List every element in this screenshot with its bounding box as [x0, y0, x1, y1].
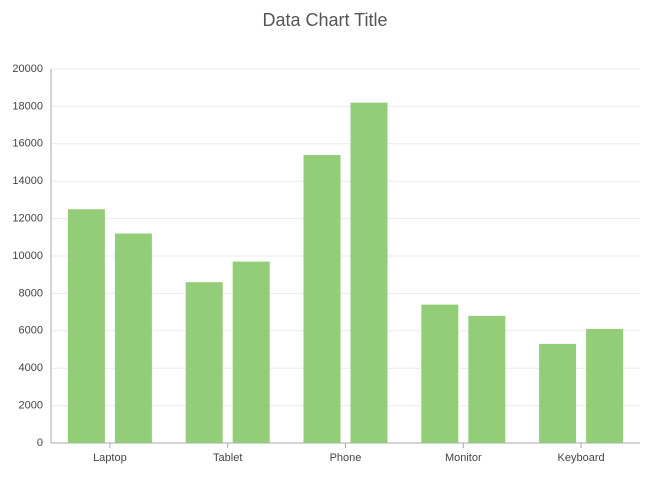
bar [114, 233, 152, 443]
bar [67, 209, 105, 443]
bar [185, 282, 223, 443]
bar [232, 261, 270, 443]
y-tick-label: 0 [37, 437, 43, 449]
y-tick-label: 16000 [12, 138, 43, 150]
y-tick-label: 4000 [19, 362, 43, 374]
bar [421, 304, 459, 443]
y-tick-label: 10000 [12, 250, 43, 262]
y-tick-label: 2000 [19, 400, 43, 412]
chart-title: Data Chart Title [262, 10, 387, 30]
y-tick-label: 6000 [19, 325, 43, 337]
bar [586, 328, 624, 443]
y-tick-label: 8000 [19, 287, 43, 299]
y-tick-label: 12000 [12, 213, 43, 225]
x-tick-label: Monitor [445, 452, 482, 464]
x-tick-label: Laptop [93, 452, 127, 464]
x-tick-label: Tablet [213, 452, 242, 464]
x-tick-label: Keyboard [558, 452, 605, 464]
bar [539, 343, 577, 443]
bar [350, 102, 388, 443]
bar [303, 155, 341, 443]
y-tick-label: 18000 [12, 100, 43, 112]
x-tick-label: Phone [330, 452, 362, 464]
y-tick-label: 20000 [12, 63, 43, 75]
y-tick-label: 14000 [12, 175, 43, 187]
bar [468, 315, 506, 443]
